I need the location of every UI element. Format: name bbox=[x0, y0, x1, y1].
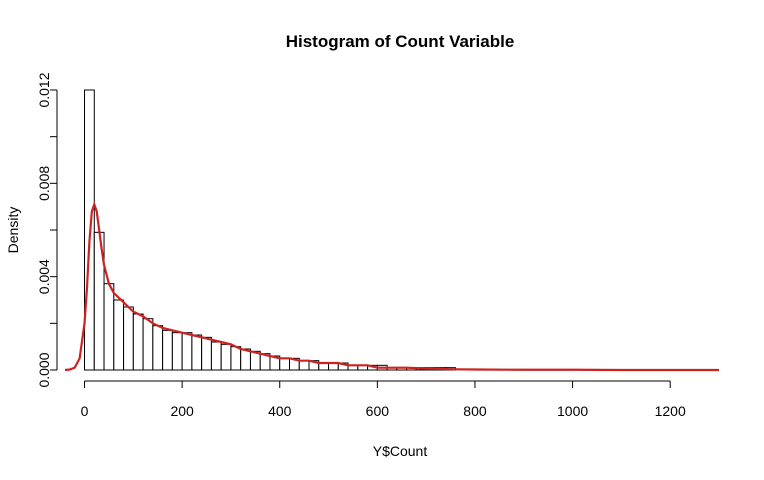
histogram-bar bbox=[113, 299, 125, 371]
histogram-bar bbox=[240, 348, 251, 371]
y-tick-label: 0.004 bbox=[36, 259, 52, 294]
histogram-bar bbox=[279, 357, 291, 371]
x-tick-label: 1200 bbox=[655, 403, 686, 419]
chart-title: Histogram of Count Variable bbox=[286, 32, 515, 51]
y-axis: 0.000 0.004 0.008 0.012 bbox=[36, 72, 58, 388]
histogram-bar bbox=[103, 283, 115, 371]
histogram-bar bbox=[210, 341, 222, 371]
x-tick-label: 600 bbox=[366, 403, 390, 419]
x-axis-label: Y$Count bbox=[373, 443, 428, 459]
y-tick-label: 0.000 bbox=[36, 352, 52, 387]
histogram-bar bbox=[123, 306, 134, 371]
density-curve bbox=[64, 200, 719, 372]
x-tick-label: 0 bbox=[81, 403, 89, 419]
histogram-bar bbox=[220, 343, 232, 371]
histogram-bar bbox=[132, 313, 144, 371]
histogram-bar bbox=[142, 318, 154, 371]
x-tick-label: 200 bbox=[170, 403, 194, 419]
histogram-bar bbox=[162, 329, 173, 371]
histogram-bar bbox=[181, 332, 193, 371]
x-tick-label: 400 bbox=[268, 403, 292, 419]
histogram-bar bbox=[230, 346, 242, 371]
y-tick-label: 0.008 bbox=[36, 166, 52, 201]
histogram-bars bbox=[84, 89, 456, 371]
histogram-bar bbox=[171, 332, 183, 371]
density-curve-group bbox=[64, 200, 719, 372]
histogram-bar bbox=[191, 334, 203, 371]
y-tick-label: 0.012 bbox=[36, 72, 52, 107]
x-tick-label: 800 bbox=[463, 403, 487, 419]
y-axis-label: Density bbox=[5, 207, 21, 254]
x-axis: 0 200 400 600 800 1000 1200 bbox=[81, 380, 686, 419]
histogram-bar bbox=[152, 325, 164, 371]
histogram-bar bbox=[298, 360, 310, 371]
x-tick-label: 1000 bbox=[557, 403, 588, 419]
histogram-bar bbox=[201, 336, 212, 371]
